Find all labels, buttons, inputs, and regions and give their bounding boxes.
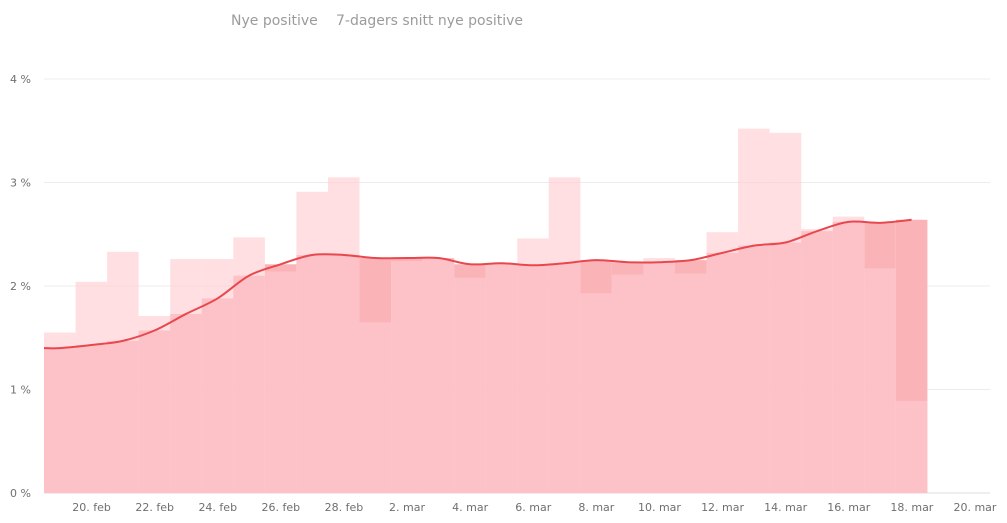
x-axis: 20. feb 22. feb 24. feb 26. feb 28. feb 2. ma…: [72, 501, 997, 514]
x-tick-label: 6. mar: [515, 501, 551, 514]
y-tick-label: 2 %: [10, 280, 31, 293]
x-tick-label: 18. mar: [890, 501, 933, 514]
bar-nye-positive[interactable]: [201, 259, 234, 493]
y-tick-label: 1 %: [10, 384, 31, 397]
legend-item-nye-positive[interactable]: Nye positive: [231, 13, 318, 29]
x-tick-label: 22. feb: [135, 501, 174, 514]
x-tick-label: 16. mar: [827, 501, 870, 514]
bar-nye-positive[interactable]: [296, 191, 328, 493]
bar-nye-positive[interactable]: [359, 322, 392, 493]
x-tick-label: 2. mar: [389, 501, 425, 514]
bar-nye-positive[interactable]: [264, 271, 297, 493]
bar-nye-positive[interactable]: [864, 268, 896, 493]
legend-item-7-dagers-snitt[interactable]: 7-dagers snitt nye positive: [336, 13, 523, 29]
y-axis: 0 % 1 % 2 % 3 % 4 %: [10, 73, 31, 500]
x-tick-label: 14. mar: [764, 501, 807, 514]
x-tick-label: 20. mar: [953, 501, 996, 514]
line-7-dagers-snitt[interactable]: [43, 218, 912, 350]
plot-area: [43, 128, 928, 494]
x-tick-label: 28. feb: [325, 501, 364, 514]
bar-nye-positive[interactable]: [138, 316, 171, 493]
bar-nye-positive[interactable]: [517, 238, 549, 493]
bar-nye-positive[interactable]: [454, 277, 486, 493]
bar-nye-positive[interactable]: [611, 274, 644, 493]
bar-nye-positive[interactable]: [738, 128, 770, 493]
x-tick-label: 24. feb: [198, 501, 237, 514]
x-tick-label: 8. mar: [578, 501, 614, 514]
x-tick-label: 10. mar: [638, 501, 681, 514]
bar-nye-positive[interactable]: [391, 261, 423, 493]
bar-nye-positive[interactable]: [327, 177, 360, 493]
bar-nye-positive[interactable]: [107, 251, 139, 493]
bar-nye-positive[interactable]: [895, 400, 928, 493]
bar-nye-positive[interactable]: [75, 281, 108, 493]
bar-nye-positive[interactable]: [643, 258, 675, 493]
bar-nye-positive[interactable]: [233, 237, 265, 493]
bar-nye-positive[interactable]: [801, 229, 833, 493]
bar-nye-positive[interactable]: [170, 259, 202, 493]
bar-nye-positive[interactable]: [675, 273, 707, 493]
legend: Nye positive 7-dagers snitt nye positive: [231, 13, 523, 29]
bar-nye-positive[interactable]: [580, 293, 612, 493]
bar-nye-positive[interactable]: [44, 332, 76, 493]
x-tick-label: 20. feb: [72, 501, 111, 514]
x-tick-label: 4. mar: [452, 501, 488, 514]
x-tick-label: 12. mar: [701, 501, 744, 514]
x-tick-label: 26. feb: [262, 501, 301, 514]
bar-nye-positive[interactable]: [832, 216, 865, 493]
bar-nye-positive[interactable]: [548, 177, 581, 493]
bar-nye-positive[interactable]: [706, 232, 739, 493]
y-tick-label: 0 %: [10, 487, 31, 500]
y-tick-label: 4 %: [10, 73, 31, 86]
y-tick-label: 3 %: [10, 177, 31, 190]
bar-nye-positive[interactable]: [485, 263, 518, 493]
bar-nye-positive[interactable]: [422, 258, 455, 493]
bar-nye-positive[interactable]: [769, 132, 802, 493]
